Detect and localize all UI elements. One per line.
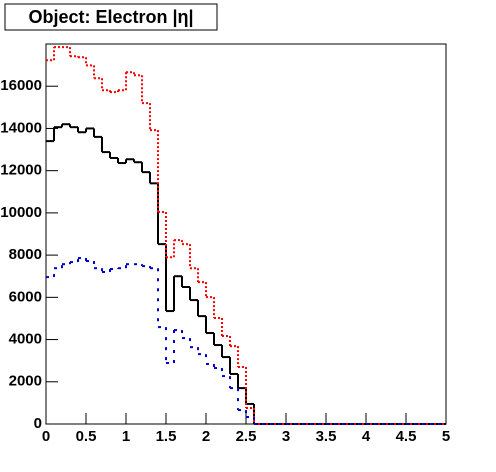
y-tick-label: 2000 (9, 373, 42, 390)
x-tick-label: 1 (122, 428, 130, 445)
x-tick-label: 0 (42, 428, 50, 445)
x-tick-label: 1.5 (156, 428, 177, 445)
chart-title: Object: Electron |η| (28, 7, 193, 27)
y-tick-label: 16000 (0, 77, 42, 94)
y-tick-label: 14000 (0, 119, 42, 136)
y-tick-label: 12000 (0, 162, 42, 179)
x-tick-label: 3.5 (316, 428, 337, 445)
x-tick-label: 4.5 (396, 428, 417, 445)
x-tick-label: 5 (442, 428, 450, 445)
x-tick-label: 2 (202, 428, 210, 445)
y-tick-label: 4000 (9, 331, 42, 348)
y-tick-label: 6000 (9, 288, 42, 305)
y-tick-label: 0 (34, 415, 42, 432)
x-tick-label: 0.5 (76, 428, 97, 445)
x-tick-label: 4 (362, 428, 371, 445)
y-tick-label: 8000 (9, 246, 42, 263)
x-tick-label: 3 (282, 428, 290, 445)
x-tick-label: 2.5 (236, 428, 257, 445)
y-tick-label: 10000 (0, 204, 42, 221)
title-box (4, 3, 218, 31)
